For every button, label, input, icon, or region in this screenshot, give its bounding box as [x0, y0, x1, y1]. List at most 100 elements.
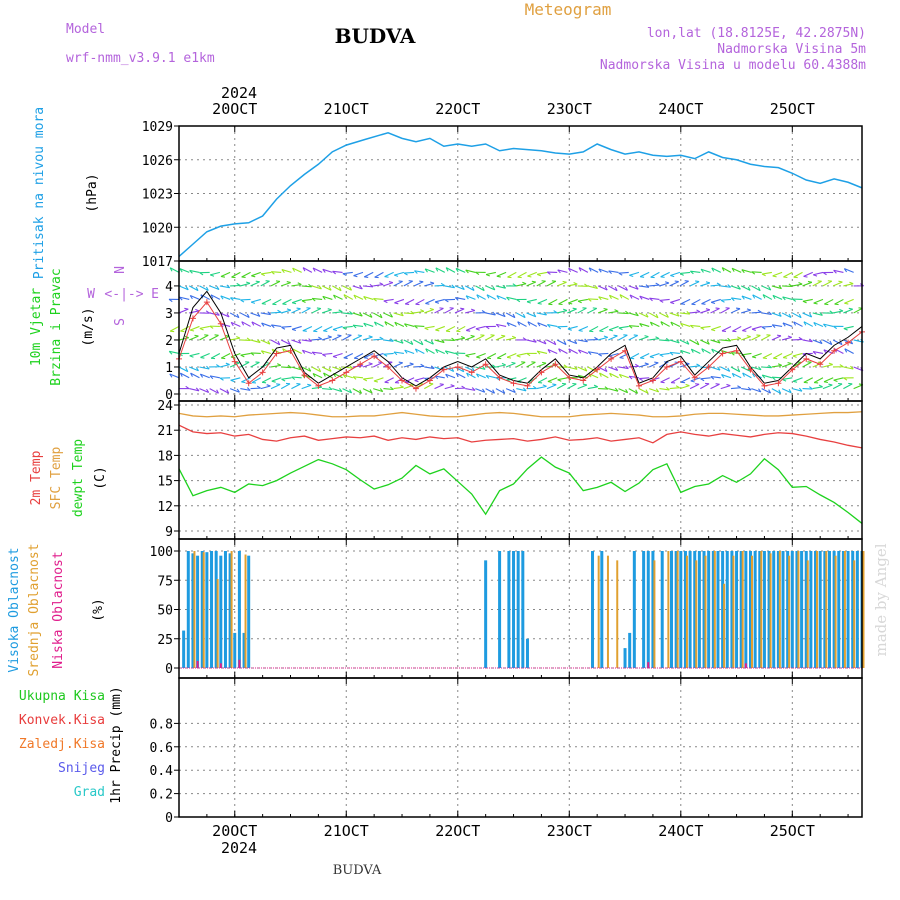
wind-gust-point	[217, 320, 224, 327]
wind-barb	[802, 361, 812, 368]
wind-barb-head	[435, 349, 439, 354]
wind-barb	[649, 388, 659, 393]
wind-barb	[291, 383, 301, 390]
wind-barb-head	[798, 336, 803, 340]
wind-barb	[843, 325, 854, 330]
wind-barb	[475, 285, 485, 292]
wind-barb	[711, 348, 721, 354]
wind-barb-head	[482, 366, 486, 370]
wind-gust-point	[803, 355, 810, 362]
wind-barb-head	[414, 325, 418, 329]
wind-barb	[751, 388, 762, 393]
wind-barb-head	[609, 372, 613, 378]
wind-barb-head	[466, 372, 469, 377]
wind-barb	[475, 388, 485, 393]
wind-barb	[261, 377, 272, 383]
wind-barb-head	[512, 283, 517, 287]
wind-barb	[229, 312, 240, 319]
wind-barb	[210, 271, 221, 276]
wind-barb-head	[318, 285, 322, 290]
wind-barb-head	[373, 321, 377, 326]
wind-barb-head	[492, 311, 496, 316]
wind-barb	[342, 388, 352, 394]
wind-barb-head	[614, 387, 619, 392]
wind-barb	[597, 308, 608, 314]
wind-barb-head	[230, 379, 235, 383]
wind-barb	[414, 377, 425, 382]
wind-barb-head	[328, 386, 333, 390]
wind-barb	[823, 323, 834, 327]
wind-barb	[393, 351, 404, 355]
wind-barb-head	[629, 294, 633, 299]
wind-barb	[557, 269, 568, 273]
wind-barb	[282, 298, 292, 305]
wind-barb-head	[676, 312, 680, 317]
wind-barb-head	[271, 380, 276, 383]
wind-barb-head	[526, 352, 531, 357]
wind-barb	[250, 281, 260, 287]
wind-barb-head	[536, 350, 541, 355]
wind-barb	[190, 372, 200, 379]
wind-barb-head	[686, 311, 691, 315]
wind-barb	[700, 325, 711, 329]
wind-barb	[353, 294, 364, 300]
wind-gust-point	[189, 315, 196, 322]
wind-barb-head	[761, 374, 766, 379]
wind-barb	[280, 383, 291, 390]
wind-barb-head	[751, 328, 756, 331]
wind-barb-head	[255, 361, 260, 363]
wind-barb-head	[741, 269, 745, 274]
wind-barb-head	[308, 283, 312, 288]
wind-barb	[425, 348, 435, 354]
cloud-bar	[806, 560, 809, 668]
wind-barb	[485, 334, 495, 341]
cloud-bar	[623, 648, 627, 668]
wind-barb	[352, 335, 363, 341]
wind-barb	[261, 350, 272, 354]
wind-barb	[721, 374, 732, 379]
wind-barb	[568, 267, 578, 273]
compass-west: W	[87, 287, 95, 302]
wind-barb	[321, 309, 332, 314]
wind-barb-head	[681, 303, 686, 305]
wind-barb	[445, 267, 456, 273]
wind-barb-head	[635, 389, 639, 394]
wind-barb-head	[216, 364, 220, 368]
wind-barb	[527, 321, 538, 327]
wind-barb-head	[236, 388, 240, 393]
wind-barb	[383, 352, 394, 355]
wind-barb-head	[388, 281, 394, 284]
wind-barb-head	[741, 295, 745, 300]
wind-barb	[353, 352, 364, 359]
cloud-bar	[834, 555, 837, 668]
wind-barb	[567, 325, 578, 330]
wind-barb	[506, 296, 517, 300]
wind-barb	[547, 349, 558, 354]
compass-south: S	[113, 318, 128, 326]
wind-barb	[476, 294, 486, 300]
wind-barb	[189, 366, 199, 372]
cloud-bar	[191, 553, 195, 668]
wind-barb-head	[664, 281, 670, 284]
wind-barb	[803, 321, 814, 327]
wind-barb	[404, 377, 415, 383]
wind-gust-point	[608, 355, 615, 362]
wind-barb-head	[747, 286, 751, 291]
wind-barb-head	[628, 375, 633, 380]
wind-barb	[691, 348, 701, 354]
wind-barb	[659, 388, 670, 391]
wind-barb	[741, 309, 751, 314]
wind-barb-head	[403, 272, 408, 276]
wind-barb	[761, 366, 772, 369]
wind-barb-head	[782, 296, 786, 301]
wind-barb	[679, 280, 689, 287]
wind-barb-head	[210, 294, 214, 299]
wind-barb-head	[700, 268, 704, 273]
wind-barb	[843, 283, 854, 287]
wind-barb	[792, 388, 803, 392]
wind-barb	[393, 339, 404, 344]
wind-barb-head	[522, 313, 526, 318]
precip-frame	[178, 677, 863, 818]
wind-barb-head	[337, 334, 342, 337]
wind-barb-head	[209, 375, 214, 380]
